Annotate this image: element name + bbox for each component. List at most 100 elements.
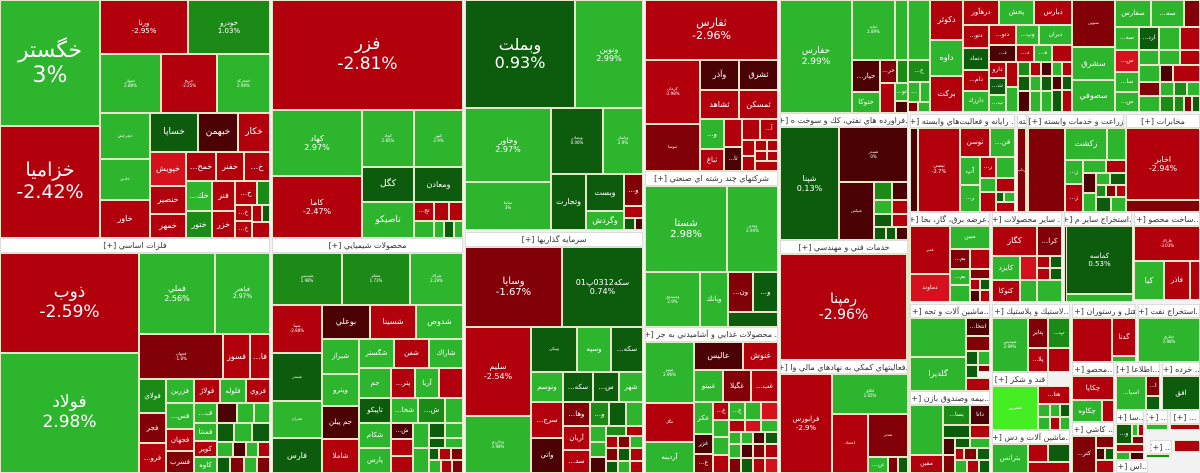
stock-tile[interactable] <box>713 455 729 473</box>
stock-tile[interactable]: ...ش <box>391 423 413 439</box>
stock-tile[interactable]: آپ <box>960 157 980 185</box>
stock-tile[interactable] <box>950 285 970 302</box>
stock-tile[interactable] <box>996 192 1004 202</box>
stock-tile[interactable]: فولاد 2.98% <box>0 353 139 473</box>
stock-tile[interactable]: ...و <box>753 272 778 312</box>
stock-tile[interactable] <box>970 269 990 279</box>
stock-tile[interactable]: فمنتا <box>194 423 217 441</box>
stock-tile[interactable]: كهاد 2.97% <box>272 110 362 176</box>
stock-tile[interactable] <box>874 200 892 214</box>
stock-tile[interactable]: مبين <box>950 226 990 249</box>
stock-tile[interactable]: ...ح <box>908 60 930 82</box>
stock-tile[interactable]: وسپه <box>577 327 611 372</box>
stock-tile[interactable] <box>635 218 643 230</box>
stock-tile[interactable]: ...غ <box>729 402 745 420</box>
sector-header[interactable]: وابسته [+] <box>1017 114 1027 128</box>
stock-tile[interactable] <box>955 438 970 448</box>
stock-tile[interactable]: فلوله <box>220 379 246 403</box>
stock-tile[interactable]: خفنر <box>216 152 244 181</box>
stock-tile[interactable] <box>1096 448 1105 460</box>
stock-tile[interactable] <box>1083 173 1096 193</box>
sector-header[interactable]: ... رايانه و فعاليت‌هاي وابسته [+] <box>910 114 1015 128</box>
stock-tile[interactable]: توسن <box>960 128 990 157</box>
stock-tile[interactable]: ...ش <box>418 398 445 423</box>
stock-tile[interactable] <box>434 221 444 238</box>
stock-tile[interactable] <box>1018 62 1030 76</box>
stock-tile[interactable] <box>713 437 729 455</box>
stock-tile[interactable] <box>1111 197 1126 212</box>
stock-tile[interactable]: ...فرو <box>139 443 166 473</box>
stock-tile[interactable]: جم <box>359 368 391 398</box>
stock-tile[interactable]: خپويش <box>150 152 186 186</box>
stock-tile[interactable]: وبست <box>586 174 624 211</box>
sector-header[interactable]: ...فعاليتهاي كمكي به نهادهاي مالي وا [+] <box>780 360 908 374</box>
stock-tile[interactable]: خساپا <box>150 113 198 152</box>
stock-tile[interactable] <box>755 140 767 151</box>
stock-tile[interactable] <box>910 128 918 212</box>
stock-tile[interactable]: كرمان -2.98% <box>645 60 700 124</box>
stock-tile[interactable] <box>252 423 270 442</box>
sector-header[interactable]: ...فراورده هاي نفتي، كك و سوخت ه [+] <box>780 113 908 127</box>
sector-header[interactable]: ... ساير محصولات [+] <box>992 212 1062 226</box>
stock-tile[interactable]: دارو <box>989 62 1006 78</box>
stock-tile[interactable] <box>454 221 463 238</box>
stock-tile[interactable] <box>920 82 930 102</box>
stock-tile[interactable]: درهآور <box>963 0 999 25</box>
stock-tile[interactable]: اخابر -2.94% <box>1126 128 1200 200</box>
stock-tile[interactable]: ...و <box>590 402 609 426</box>
stock-tile[interactable]: وبصادر 0.06% <box>551 108 603 174</box>
stock-tile[interactable]: وسايا -1.67% <box>465 247 562 327</box>
stock-tile[interactable] <box>624 218 635 230</box>
stock-tile[interactable]: سكه0312پ01 0.74% <box>562 247 643 327</box>
stock-tile[interactable]: آردينه <box>645 442 694 473</box>
stock-tile[interactable] <box>1060 417 1070 430</box>
stock-tile[interactable] <box>1096 197 1111 212</box>
stock-tile[interactable]: حتايد 2.89% <box>852 0 895 60</box>
stock-tile[interactable]: ...سه <box>1115 27 1139 50</box>
stock-tile[interactable] <box>630 436 643 448</box>
stock-tile[interactable]: وبملت 0.93% <box>465 0 575 108</box>
stock-tile[interactable] <box>237 403 254 423</box>
stock-tile[interactable]: كماسه 0.53% <box>1066 226 1133 294</box>
stock-tile[interactable]: ...سكه <box>563 372 593 402</box>
stock-tile[interactable] <box>1062 62 1072 76</box>
stock-tile[interactable]: كتوكا <box>992 280 1020 302</box>
stock-tile[interactable]: خمهر <box>150 214 186 238</box>
stock-tile[interactable]: فولاژ <box>194 379 220 403</box>
stock-tile[interactable]: كاما -2.47% <box>272 176 362 238</box>
stock-tile[interactable] <box>606 436 618 448</box>
stock-tile[interactable] <box>729 420 745 432</box>
stock-tile[interactable] <box>908 0 930 60</box>
sector-header[interactable]: ... كاشي [+] <box>1072 422 1114 436</box>
stock-tile[interactable] <box>1018 76 1030 91</box>
stock-tile[interactable] <box>761 420 778 432</box>
stock-tile[interactable] <box>441 460 452 473</box>
stock-tile[interactable] <box>955 448 964 460</box>
stock-tile[interactable] <box>966 351 978 365</box>
stock-tile[interactable]: وخارزم 2.98% <box>465 416 531 473</box>
stock-tile[interactable]: آريان <box>563 426 590 450</box>
stock-tile[interactable] <box>624 206 643 218</box>
stock-tile[interactable] <box>1174 96 1184 112</box>
stock-tile[interactable]: ويترو <box>322 374 359 406</box>
stock-tile[interactable]: رتاپ <box>1017 128 1026 212</box>
stock-tile[interactable]: چكاوه <box>1072 400 1102 422</box>
stock-tile[interactable]: ...س <box>1115 92 1139 112</box>
stock-tile[interactable]: كنور 2.9% <box>414 110 463 167</box>
stock-tile[interactable] <box>874 227 886 240</box>
stock-tile[interactable] <box>1126 200 1200 212</box>
stock-tile[interactable] <box>874 214 892 227</box>
stock-tile[interactable]: ...خمح <box>186 152 216 181</box>
stock-tile[interactable] <box>898 457 908 473</box>
stock-tile[interactable] <box>217 403 237 423</box>
sector-header[interactable]: ... [+] <box>1150 440 1172 454</box>
stock-tile[interactable]: غگيلا <box>723 370 751 402</box>
stock-tile[interactable]: ...دتو <box>989 25 1016 45</box>
stock-tile[interactable]: وپاسار 2.9% <box>603 108 643 174</box>
stock-tile[interactable]: تمدبر <box>868 414 908 457</box>
stock-tile[interactable] <box>895 0 908 60</box>
stock-tile[interactable] <box>230 457 244 473</box>
stock-tile[interactable] <box>1072 318 1112 362</box>
stock-tile[interactable] <box>1102 400 1114 422</box>
stock-tile[interactable] <box>1160 82 1174 96</box>
